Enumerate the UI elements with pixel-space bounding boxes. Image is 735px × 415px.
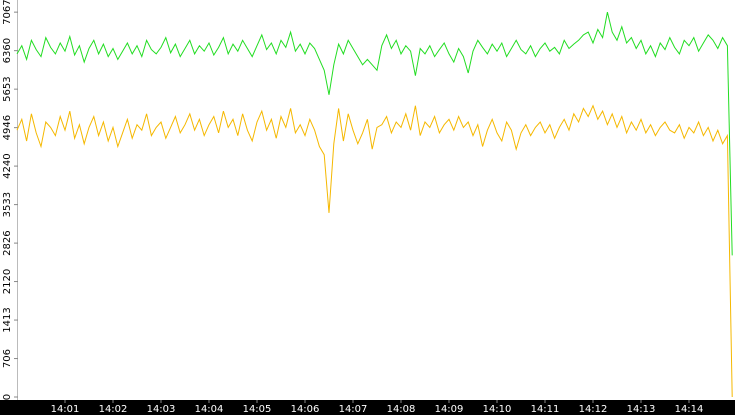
y-tick-label: 1413 <box>2 307 13 332</box>
y-tick-label: 4946 <box>2 115 13 140</box>
x-tick-label: 14:03 <box>147 404 176 415</box>
y-tick-label: 2826 <box>2 230 13 255</box>
y-tick-label: 706 <box>2 349 13 368</box>
x-tick-label: 14:07 <box>339 404 368 415</box>
y-tick-label: 6360 <box>2 38 13 63</box>
x-tick-label: 14:11 <box>531 404 560 415</box>
line-series <box>16 11 733 256</box>
x-tick-label: 14:12 <box>579 404 608 415</box>
y-tick-label: 5653 <box>2 76 13 101</box>
x-axis-band <box>0 400 735 415</box>
x-tick-label: 14:09 <box>435 404 464 415</box>
y-tick-label: 3533 <box>2 192 13 217</box>
x-tick-label: 14:08 <box>387 404 416 415</box>
x-tick-label: 14:04 <box>195 404 224 415</box>
y-tick-label: 4240 <box>2 153 13 178</box>
x-tick-label: 14:14 <box>675 404 704 415</box>
y-tick-label: 7067 <box>2 0 13 25</box>
line-series <box>16 104 733 398</box>
x-tick-label: 14:01 <box>51 404 80 415</box>
y-tick-label: 2120 <box>2 269 13 294</box>
x-tick-label: 14:13 <box>627 404 656 415</box>
y-tick-label: 0 <box>2 394 13 400</box>
x-tick-label: 14:02 <box>99 404 128 415</box>
x-tick-label: 14:10 <box>483 404 512 415</box>
x-tick-label: 14:06 <box>291 404 320 415</box>
x-tick-label: 14:05 <box>243 404 272 415</box>
